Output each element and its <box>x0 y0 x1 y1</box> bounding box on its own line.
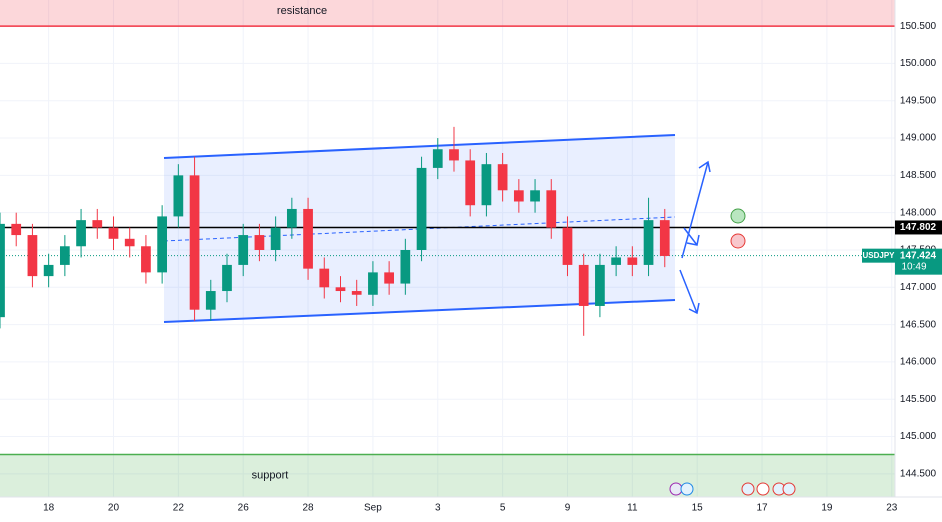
x-tick-label: 9 <box>565 503 571 514</box>
candle-body <box>92 220 103 228</box>
y-tick-label: 149.500 <box>900 95 937 106</box>
y-tick-label: 149.000 <box>900 133 937 144</box>
candle-body <box>222 264 232 292</box>
candle-body <box>562 227 573 265</box>
candle-body <box>449 149 459 161</box>
candle-body <box>254 235 265 250</box>
level-label-box <box>895 220 942 235</box>
candle-body <box>335 287 346 292</box>
candle-body <box>659 220 670 256</box>
x-tick-label: 22 <box>173 503 185 514</box>
event-icon[interactable] <box>756 482 770 496</box>
candle-body <box>595 264 605 306</box>
candle-body <box>546 190 557 228</box>
candle-body <box>368 272 378 295</box>
candle-body <box>465 160 476 206</box>
candle-body <box>497 164 508 191</box>
candle-body <box>627 257 638 265</box>
symbol-box <box>862 248 895 263</box>
candle-body <box>400 249 411 284</box>
y-tick-label: 150.500 <box>900 21 937 32</box>
candle-body <box>27 235 38 277</box>
candles <box>0 126 670 336</box>
candle-body <box>141 246 151 273</box>
candle-body <box>124 238 135 247</box>
event-icon[interactable] <box>782 482 796 496</box>
arrow-up <box>681 160 711 259</box>
x-tick-label: 15 <box>692 503 704 514</box>
candle-body <box>205 291 216 310</box>
candle-body <box>238 235 249 265</box>
candle-body <box>611 257 621 265</box>
symbol-label: USDJPY <box>862 251 895 260</box>
x-tick-label: Sep <box>364 503 382 514</box>
x-tick-label: 3 <box>435 503 441 514</box>
candle-body <box>11 223 22 236</box>
x-tick-label: 20 <box>108 503 120 514</box>
y-tick-label: 145.000 <box>900 431 937 442</box>
zone-label: support <box>252 470 289 482</box>
x-tick-label: 5 <box>500 503 506 514</box>
candle-body <box>432 149 443 168</box>
channel-upper <box>163 134 676 159</box>
zone-label: resistance <box>277 5 327 17</box>
candle-body <box>59 246 70 265</box>
candle-body <box>319 268 330 288</box>
y-tick-label: 146.000 <box>900 357 937 368</box>
candle-body <box>513 190 524 202</box>
x-tick-label: 17 <box>756 503 768 514</box>
axes: 150.500 150.000 149.500 149.000 148.500 148.0… <box>43 21 936 514</box>
last-price-box <box>895 248 942 275</box>
y-tick-label: 147.000 <box>900 282 937 293</box>
candle-body <box>189 175 200 310</box>
zones: resistance support <box>0 0 895 497</box>
arrow-mid <box>683 227 700 246</box>
candle-body <box>481 164 492 206</box>
x-tick-label: 28 <box>302 503 314 514</box>
candle-body <box>286 208 297 228</box>
projection-arrows <box>679 160 711 315</box>
candle-body <box>0 223 5 318</box>
candle-body <box>416 167 427 250</box>
candle-body <box>157 216 168 273</box>
stop-marker <box>730 233 746 249</box>
candle-body <box>643 220 654 265</box>
last-price-label: 147.424 <box>900 250 937 261</box>
candle-body <box>43 264 54 277</box>
candle-body <box>173 175 184 217</box>
candle-body <box>530 190 540 202</box>
candle-body <box>351 291 362 295</box>
y-tick-label: 148.500 <box>900 170 937 181</box>
candle-body <box>384 272 394 284</box>
countdown-label: 10:49 <box>901 261 926 272</box>
target-marker <box>730 208 746 224</box>
x-tick-label: 23 <box>886 503 898 514</box>
zone <box>0 0 895 27</box>
candle-body <box>76 220 86 247</box>
event-icon[interactable] <box>680 482 694 496</box>
x-tick-label: 11 <box>627 503 638 514</box>
candle-body <box>303 208 313 269</box>
x-tick-label: 19 <box>821 503 833 514</box>
levels <box>0 226 895 257</box>
candle-body <box>108 227 119 239</box>
x-tick-label: 18 <box>43 503 55 514</box>
arrow-down <box>679 269 700 315</box>
x-tick-label: 26 <box>238 503 250 514</box>
candle-body <box>270 227 281 250</box>
y-tick-label: 145.500 <box>900 394 937 405</box>
event-icon[interactable] <box>669 482 683 496</box>
level-label: 147.802 <box>900 222 937 233</box>
y-tick-label: 144.500 <box>900 469 937 480</box>
channel-lower <box>163 299 676 323</box>
event-icon[interactable] <box>741 482 755 496</box>
event-icons <box>669 482 796 496</box>
candle-body <box>578 264 589 306</box>
y-tick-label: 146.500 <box>900 319 937 330</box>
y-tick-label: 148.000 <box>900 207 937 218</box>
y-tick-label: 150.000 <box>900 58 937 69</box>
